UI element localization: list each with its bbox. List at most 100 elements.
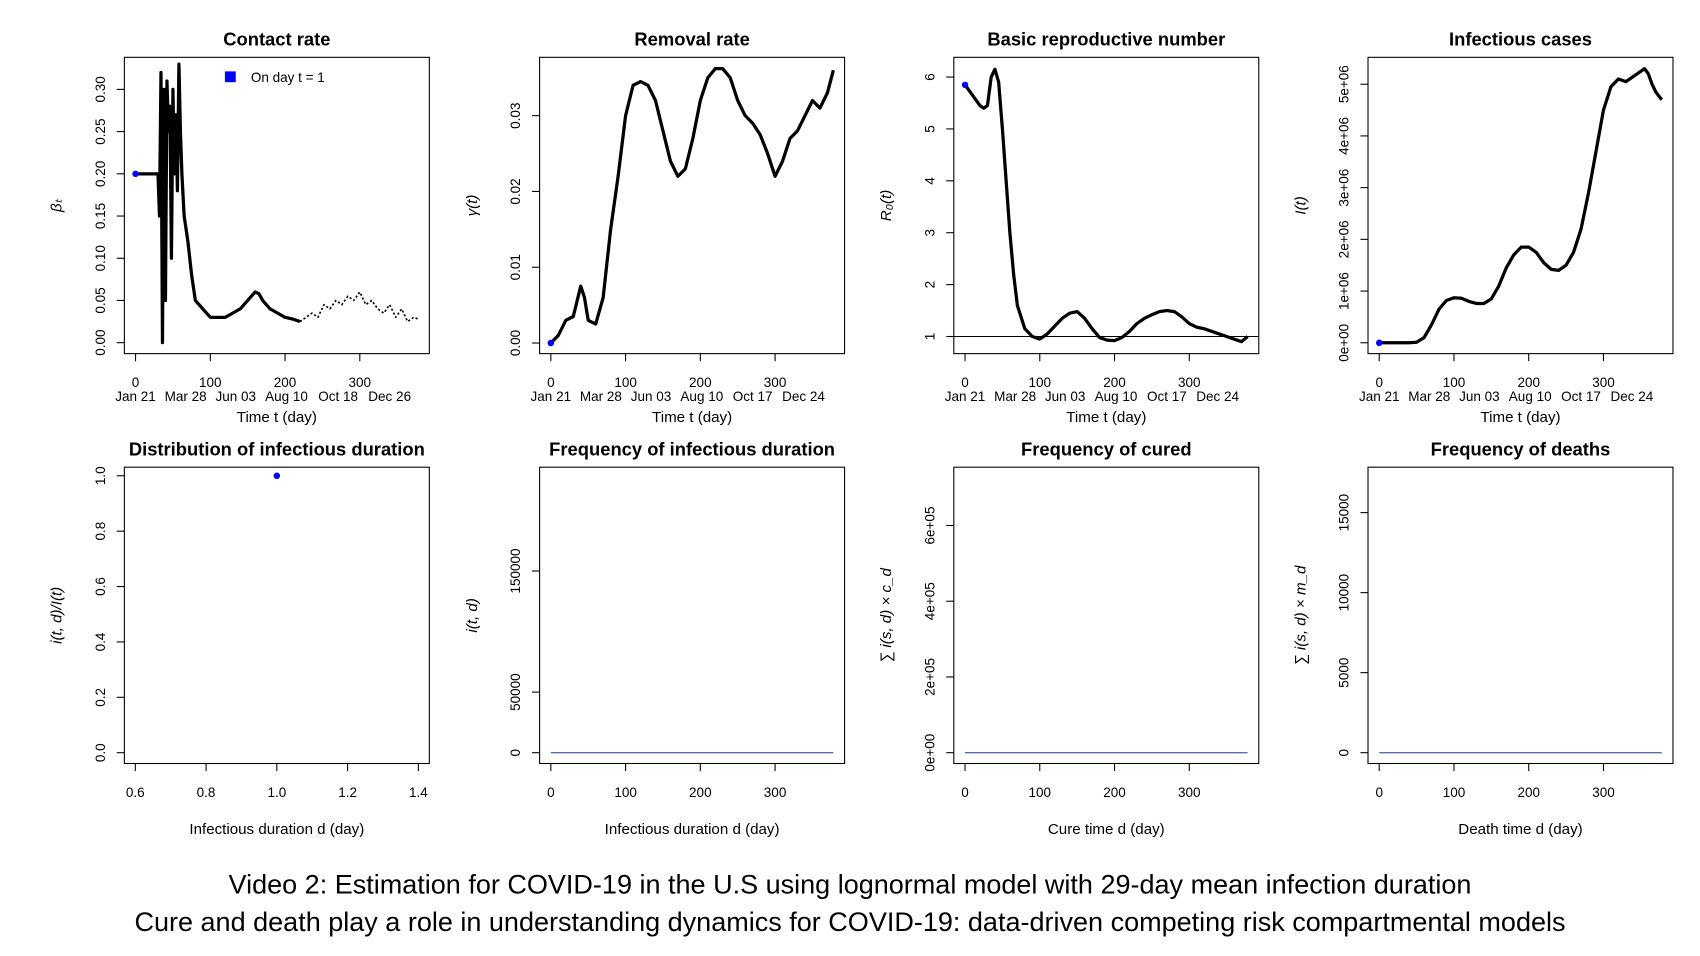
x-tick-label: 300 [764, 785, 787, 800]
y-tick-label: 2e+06 [1337, 220, 1352, 258]
date-tick-label: Aug 10 [1095, 389, 1138, 404]
y-tick-label: 0.30 [93, 76, 108, 102]
plot-frame [1367, 56, 1674, 355]
x-axis-label: Time t (day) [237, 409, 317, 426]
date-tick-label: Oct 17 [1561, 389, 1601, 404]
date-tick-label: Jun 03 [631, 389, 672, 404]
x-tick-label: 100 [614, 375, 637, 390]
y-tick-label: 50000 [508, 673, 523, 711]
y-tick-label: 0.03 [508, 103, 523, 129]
date-tick-label: Mar 28 [580, 389, 622, 404]
x-tick-label: 300 [1178, 375, 1201, 390]
panel-title: Infectious cases [1449, 28, 1592, 49]
date-tick-label: Dec 24 [1196, 389, 1239, 404]
y-tick-label: 2e+05 [922, 658, 937, 696]
x-tick-label: 100 [614, 785, 637, 800]
x-tick-label: 100 [1443, 785, 1466, 800]
y-tick-label: 0.00 [508, 330, 523, 356]
x-axis-label: Time t (day) [1066, 409, 1146, 426]
plot-frame [1367, 466, 1674, 765]
y-axis-label: ∑ i(s, d) × m_d [1292, 565, 1309, 665]
y-tick-label: 0.05 [93, 287, 108, 313]
y-axis-label: βₜ [49, 198, 66, 213]
x-tick-label: 200 [1517, 785, 1540, 800]
x-tick-label: 300 [1592, 785, 1615, 800]
series-line [963, 67, 1249, 344]
legend-label: On day t = 1 [251, 70, 325, 85]
y-tick-label: 0e+00 [922, 734, 937, 772]
y-tick-label: 4 [922, 177, 937, 185]
x-axis-label: Infectious duration d (day) [189, 821, 364, 838]
y-tick-label: 0 [508, 749, 523, 757]
x-tick-label: 1.0 [267, 785, 286, 800]
date-tick-label: Oct 18 [318, 389, 358, 404]
y-tick-label: 0.15 [93, 203, 108, 229]
y-axis-label: i(t, d)/I(t) [49, 587, 66, 644]
y-axis-label: R₀(t) [878, 190, 895, 222]
x-axis-label: Time t (day) [652, 409, 732, 426]
date-tick-label: Aug 10 [265, 389, 308, 404]
series-line [135, 62, 301, 345]
x-axis-label: Time t (day) [1480, 409, 1560, 426]
x-tick-label: 0 [961, 375, 969, 390]
x-tick-label: 300 [1178, 785, 1201, 800]
legend-swatch [224, 71, 236, 83]
y-tick-label: 6 [922, 73, 937, 81]
date-tick-label: Jun 03 [1459, 389, 1500, 404]
x-tick-label: 100 [1029, 785, 1052, 800]
date-tick-label: Dec 24 [1610, 389, 1653, 404]
x-tick-label: 1.4 [409, 785, 428, 800]
plot-frame [953, 56, 1260, 355]
x-axis-label: Death time d (day) [1458, 821, 1582, 838]
date-tick-label: Mar 28 [1408, 389, 1450, 404]
y-tick-label: 0.6 [93, 577, 108, 596]
x-tick-label: 0 [547, 375, 555, 390]
y-axis-label: γ(t) [464, 195, 481, 217]
date-tick-label: Aug 10 [1509, 389, 1552, 404]
series-line [299, 291, 419, 323]
date-tick-label: Jan 21 [115, 389, 156, 404]
data-point [961, 81, 969, 89]
y-tick-label: 0.2 [93, 688, 108, 707]
y-tick-label: 3e+06 [1337, 169, 1352, 207]
y-tick-label: 5e+06 [1337, 65, 1352, 103]
y-tick-label: 0.00 [93, 330, 108, 356]
x-tick-label: 1.2 [338, 785, 357, 800]
plot-frame [123, 56, 430, 355]
date-tick-label: Aug 10 [680, 389, 723, 404]
caption-line: Cure and death play a role in understand… [134, 907, 1565, 937]
date-tick-label: Jun 03 [215, 389, 256, 404]
x-tick-label: 300 [764, 375, 787, 390]
series-line [1379, 67, 1664, 345]
y-tick-label: 6e+05 [922, 507, 937, 545]
y-tick-label: 4e+06 [1337, 117, 1352, 155]
data-point [132, 170, 139, 178]
data-point [547, 339, 555, 347]
y-tick-label: 0.8 [93, 522, 108, 541]
panel-title: Frequency of infectious duration [549, 438, 835, 459]
x-tick-label: 0 [961, 785, 969, 800]
y-axis-label: i(t, d) [464, 598, 481, 632]
date-tick-label: Jan 21 [945, 389, 986, 404]
plot-frame [539, 56, 846, 355]
y-tick-label: 0 [1337, 749, 1352, 757]
x-axis-label: Infectious duration d (day) [605, 821, 780, 838]
y-tick-label: 15000 [1337, 494, 1352, 532]
y-tick-label: 0.10 [93, 245, 108, 271]
y-axis-label: ∑ i(s, d) × c_d [878, 568, 895, 663]
y-tick-label: 2 [922, 281, 937, 289]
data-point [1375, 339, 1383, 347]
y-tick-label: 0.25 [93, 118, 108, 144]
y-tick-label: 1.0 [93, 466, 108, 485]
plot-frame [953, 466, 1260, 765]
date-tick-label: Oct 17 [1147, 389, 1187, 404]
y-tick-label: 5 [922, 125, 937, 133]
date-tick-label: Mar 28 [994, 389, 1036, 404]
x-tick-label: 100 [1029, 375, 1052, 390]
x-tick-label: 0.8 [197, 785, 216, 800]
date-tick-label: Mar 28 [165, 389, 207, 404]
y-tick-label: 0.0 [93, 743, 108, 762]
series-line [549, 67, 835, 345]
x-tick-label: 200 [689, 785, 712, 800]
